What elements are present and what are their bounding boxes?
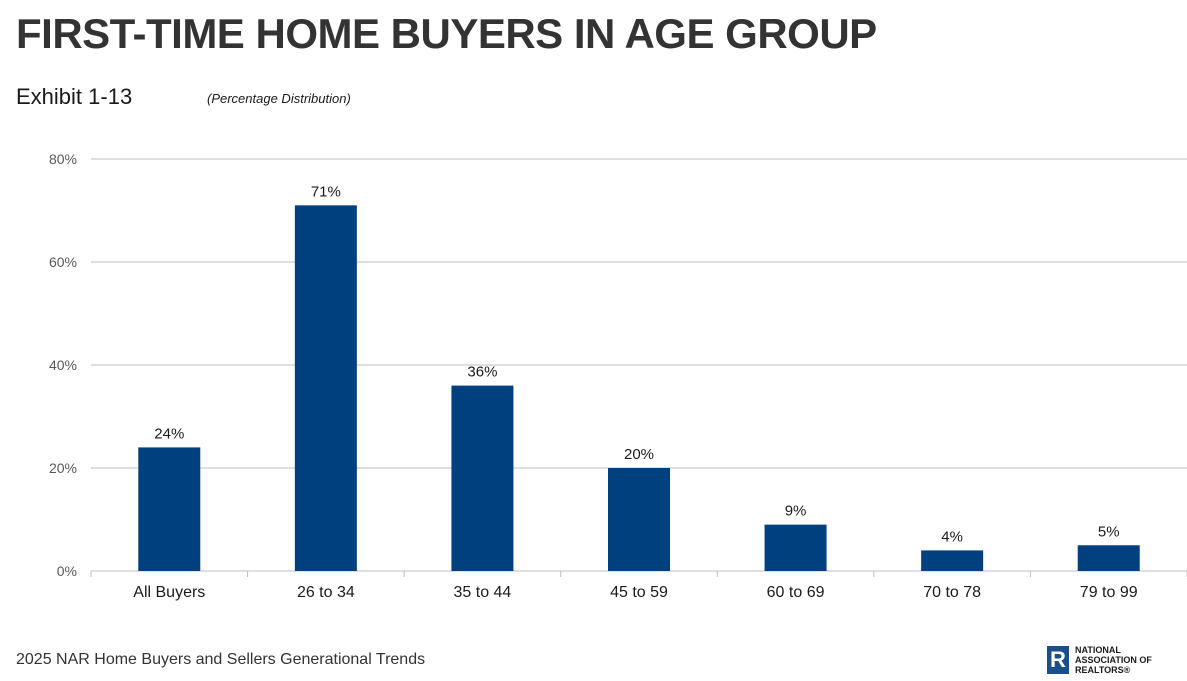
data-label: 20% [624,446,654,463]
data-label: 71% [311,183,341,200]
realtor-r-icon: R [1047,646,1069,674]
data-label: 4% [941,528,963,545]
bar [1077,545,1140,571]
logo-text: NATIONAL ASSOCIATION OF REALTORS® [1075,645,1165,675]
y-tick-label: 80% [49,151,77,167]
bar [138,447,201,571]
data-label: 9% [785,503,807,520]
page-title: FIRST-TIME HOME BUYERS IN AGE GROUP [16,10,877,57]
logo-line-3: REALTORS® [1075,665,1131,675]
nar-logo: R NATIONAL ASSOCIATION OF REALTORS® [1047,645,1165,675]
x-tick-label: All Buyers [133,584,205,601]
x-tick-label: 26 to 34 [297,584,355,601]
x-tick-label: 70 to 78 [923,584,981,601]
y-tick-label: 20% [49,460,77,476]
x-tick-label: 45 to 59 [610,584,668,601]
bar [921,550,984,571]
data-label: 24% [154,425,184,442]
x-tick-label: 35 to 44 [454,584,512,601]
chart-subtitle: (Percentage Distribution) [207,91,351,106]
x-tick-label: 79 to 99 [1080,584,1138,601]
bar [451,385,514,571]
source-note: 2025 NAR Home Buyers and Sellers Generat… [16,651,426,668]
bar [294,205,357,571]
y-tick-label: 0% [57,563,77,579]
bar [764,524,827,571]
logo-line-1: NATIONAL [1075,645,1121,655]
logo-line-2: ASSOCIATION OF [1075,655,1152,665]
exhibit-label: Exhibit 1-13 [16,84,133,109]
y-tick-label: 60% [49,254,77,270]
data-label: 5% [1098,523,1120,540]
x-tick-label: 60 to 69 [767,584,825,601]
bar [608,468,670,571]
bar-chart: 0% 20% 40% 60% 80% 24% All Buyers 71% 26 to 34 36… [49,151,1187,601]
data-label: 36% [467,364,497,381]
y-tick-label: 40% [49,357,77,373]
